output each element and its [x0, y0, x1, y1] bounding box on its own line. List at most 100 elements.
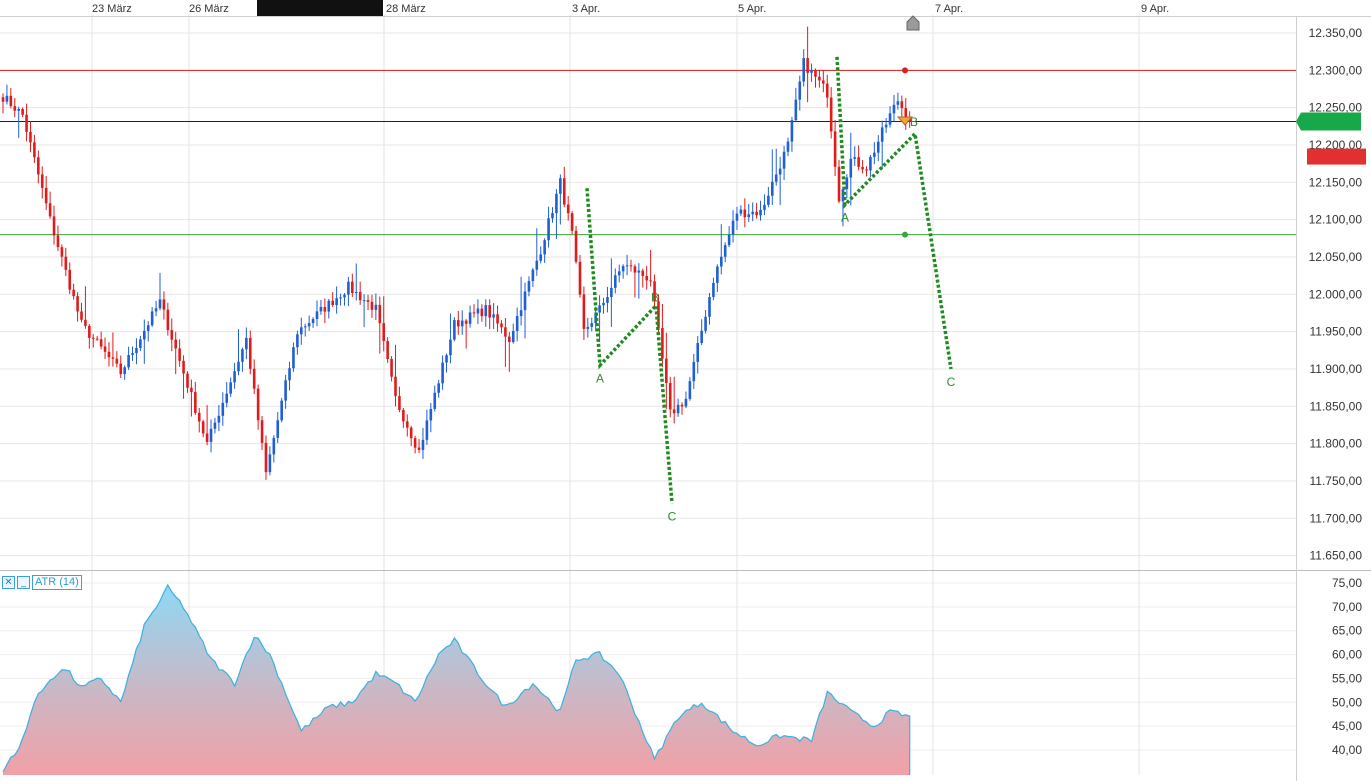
candle: [370, 294, 374, 318]
candle: [617, 264, 621, 283]
wave-label: C: [947, 375, 956, 389]
candle-body: [186, 373, 189, 388]
candle: [562, 166, 566, 208]
candle: [413, 435, 417, 454]
candle-body: [708, 297, 711, 317]
candle: [233, 362, 236, 389]
scroll-to-latest-icon[interactable]: [906, 15, 920, 31]
elliott-wave-path[interactable]: [835, 56, 953, 370]
candle-body: [91, 337, 95, 339]
wave-label: B: [910, 115, 918, 129]
indicator-header: ✕ _ ATR (14): [2, 575, 82, 590]
candle: [786, 137, 790, 157]
candle-body: [260, 420, 264, 443]
candle: [323, 298, 327, 324]
candle-body: [351, 281, 354, 293]
candle: [453, 317, 456, 342]
candle: [229, 377, 232, 397]
candle-body: [578, 261, 582, 295]
candle-body: [527, 281, 531, 292]
candle-body: [60, 247, 64, 257]
candle-body: [559, 178, 562, 194]
support-handle[interactable]: [902, 231, 908, 238]
candle-body: [21, 109, 24, 115]
candle: [143, 319, 146, 364]
candle: [56, 225, 60, 252]
candle: [260, 416, 264, 451]
candle: [500, 320, 503, 334]
candle: [578, 254, 582, 298]
candle-body: [551, 213, 554, 219]
candle: [535, 228, 539, 276]
candle-body: [233, 371, 236, 383]
candle-body: [178, 348, 181, 361]
candle-body: [614, 275, 617, 288]
candle-body: [139, 339, 142, 348]
candle-body: [731, 220, 735, 235]
candle: [802, 49, 805, 87]
candle: [598, 295, 601, 343]
candle: [873, 142, 876, 165]
candle: [794, 87, 798, 123]
candle-body: [480, 308, 484, 317]
close-icon[interactable]: ✕: [2, 576, 15, 589]
candle: [637, 263, 641, 299]
candle: [162, 291, 166, 320]
wave-label: B: [651, 291, 659, 305]
candle-body: [759, 209, 762, 216]
candle: [649, 250, 652, 287]
candle-body: [256, 388, 260, 421]
candle: [276, 412, 280, 444]
current-bar-marker-icon[interactable]: [896, 116, 914, 126]
candle-body: [504, 327, 507, 337]
candle: [150, 307, 154, 328]
candle-body: [209, 428, 213, 442]
candle-body: [327, 300, 331, 312]
indicator-label[interactable]: ATR (14): [32, 575, 82, 590]
candle-body: [143, 330, 146, 340]
candle-body: [888, 113, 892, 125]
candle: [115, 351, 119, 368]
candle-body: [767, 195, 770, 205]
candle-body: [645, 275, 648, 281]
price-tick-label: 12.150,00: [1309, 175, 1363, 189]
candle-body: [453, 320, 456, 340]
candle-body: [374, 304, 378, 310]
candle: [280, 397, 283, 423]
candle-body: [825, 83, 829, 98]
candle: [441, 355, 444, 390]
candle: [382, 296, 386, 352]
candle: [625, 254, 629, 276]
candle: [331, 292, 334, 308]
candle-body: [9, 95, 13, 107]
candle: [511, 323, 515, 344]
resistance-handle[interactable]: [902, 67, 908, 74]
candle: [315, 300, 319, 327]
candle: [755, 202, 758, 219]
candle-body: [48, 203, 52, 217]
atr-tick-label: 65,00: [1332, 624, 1362, 638]
candle-body: [433, 392, 437, 409]
candle: [421, 427, 425, 459]
candle-body: [398, 396, 401, 410]
candle: [284, 374, 287, 409]
candle: [708, 293, 711, 325]
candle: [374, 293, 378, 321]
candle-body: [354, 291, 358, 293]
candle: [515, 307, 519, 342]
candle: [869, 154, 872, 178]
candle: [217, 405, 221, 432]
price-tick-label: 12.050,00: [1309, 250, 1363, 264]
candle: [417, 439, 421, 454]
elliott-wave-path[interactable]: [585, 188, 674, 504]
candle-body: [676, 404, 680, 414]
minimize-icon[interactable]: _: [17, 576, 30, 589]
candle: [865, 166, 868, 177]
candle: [614, 268, 617, 294]
candle-body: [445, 355, 448, 363]
candle: [429, 403, 433, 433]
candle-body: [531, 269, 535, 282]
candle-body: [449, 339, 452, 356]
candle-body: [778, 168, 782, 175]
